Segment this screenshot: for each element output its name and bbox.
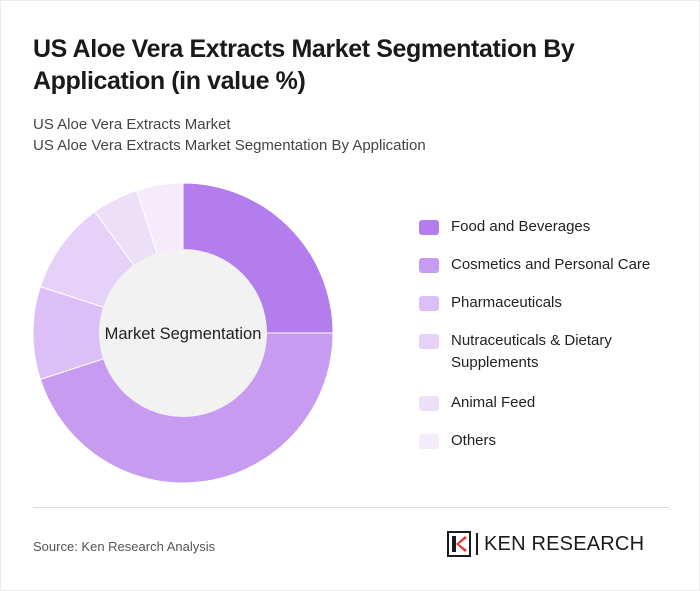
footer-divider — [33, 507, 669, 508]
legend-label: Food and Beverages — [451, 218, 591, 235]
source-note: Source: Ken Research Analysis — [33, 539, 216, 554]
legend-item: Animal Feed — [419, 392, 671, 414]
donut-hole — [99, 249, 267, 417]
legend-label: Animal Feed — [451, 394, 536, 411]
ken-research-logo: KEN RESEARCH — [447, 530, 644, 558]
legend-swatch — [419, 434, 439, 449]
legend-item: Pharmaceuticals — [419, 292, 671, 314]
ken-research-logo-icon — [447, 531, 471, 557]
legend-swatch — [419, 220, 439, 235]
legend-label: Pharmaceuticals — [451, 294, 562, 311]
logo-text: KEN RESEARCH — [484, 532, 645, 555]
subtitle-market: US Aloe Vera Extracts Market — [33, 116, 231, 133]
legend-swatch — [419, 334, 439, 349]
legend-swatch — [419, 258, 439, 273]
donut-center-label: Market Segmentation — [105, 325, 262, 343]
legend-label: Cosmetics and Personal Care — [451, 256, 651, 273]
legend-item: Food and Beverages — [419, 216, 671, 238]
chart-subtitle: US Aloe Vera Extracts Market US Aloe Ver… — [33, 114, 673, 156]
legend-item: Cosmetics and Personal Care — [419, 254, 671, 276]
legend-item: Nutraceuticals & Dietary Supplements — [419, 330, 671, 374]
legend-label: Others — [451, 432, 497, 449]
legend-swatch — [419, 396, 439, 411]
logo-separator — [476, 533, 478, 555]
donut-chart: Market Segmentation — [32, 182, 334, 484]
legend-item: Others — [419, 430, 671, 452]
chart-title: US Aloe Vera Extracts Market Segmentatio… — [33, 35, 575, 95]
subtitle-segmentation: US Aloe Vera Extracts Market Segmentatio… — [33, 137, 426, 154]
legend-swatch — [419, 296, 439, 311]
legend-label: Nutraceuticals & Dietary Supplements — [451, 332, 612, 371]
